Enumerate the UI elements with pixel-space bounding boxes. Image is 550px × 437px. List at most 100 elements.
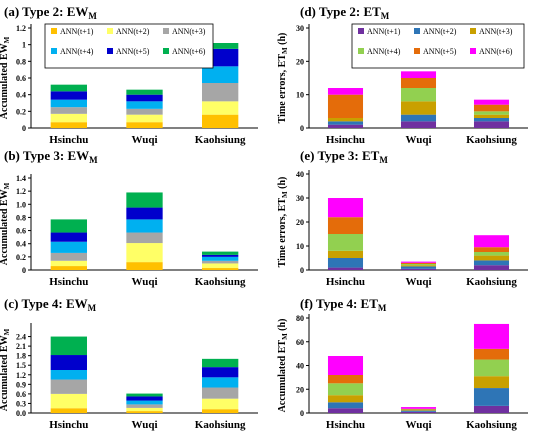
chart-title: (d) Type 2: ETM: [300, 4, 390, 21]
y-tick-label: 0: [300, 266, 304, 275]
legend-entry: ANN(t+2): [423, 27, 457, 36]
bar-segment: [202, 43, 239, 49]
chart-title-subscript: M: [381, 11, 390, 21]
y-tick-label: 0: [22, 266, 26, 275]
bar-segment: [473, 247, 510, 252]
bar-segment: [50, 408, 87, 413]
legend-swatch: [163, 28, 169, 34]
y-axis-label: Accumulated ETM (h): [277, 319, 289, 413]
bar-segment: [202, 260, 239, 264]
bar-segment: [400, 78, 437, 88]
y-tick-label: 20: [296, 385, 304, 394]
bar-segment: [473, 348, 510, 360]
y-axis-label-main: Time errors, ET: [277, 198, 288, 268]
x-tick-label: Hsinchu: [326, 276, 365, 288]
bar-segment: [400, 411, 437, 413]
x-tick-label: Hsinchu: [49, 276, 88, 288]
chart-title-subscript: M: [378, 303, 387, 313]
y-tick-label: 0.2: [16, 107, 26, 116]
legend-entry: ANN(t+6): [172, 47, 206, 56]
y-axis-label-main: Accumulated ET: [277, 340, 288, 413]
bar-segment: [327, 375, 364, 384]
chart-title-subscript: M: [379, 155, 388, 165]
legend-entry: ANN(t+4): [60, 47, 94, 56]
legend-entry: ANN(t+1): [60, 27, 94, 36]
bar-segment: [126, 396, 163, 401]
bar-segment: [50, 393, 87, 409]
bar-segment: [473, 99, 510, 105]
bar-segment: [50, 370, 87, 380]
bar-segment: [327, 267, 364, 270]
y-tick-label: 0.4: [16, 91, 26, 100]
bar-segment: [327, 250, 364, 258]
bar-segment: [50, 99, 87, 108]
bar-segment: [400, 264, 437, 266]
legend-box: [351, 23, 525, 69]
bar-segment: [202, 101, 239, 115]
y-tick-label: 80: [296, 314, 304, 323]
y-tick-label: 0.6: [16, 74, 26, 83]
bar-segment: [202, 254, 239, 257]
bar-segment: [50, 241, 87, 253]
bar-segment: [126, 192, 163, 208]
y-tick-label: 0.6: [16, 227, 26, 236]
bar-segment: [50, 355, 87, 370]
y-tick-label: 1.4: [16, 174, 26, 183]
bar-segment: [327, 383, 364, 396]
bar-segment: [400, 266, 437, 269]
x-tick-label: Kaohsiung: [466, 419, 517, 431]
bar-segment: [400, 407, 437, 409]
bar-segment: [126, 114, 163, 123]
bar-segment: [50, 232, 87, 242]
x-tick-label: Hsinchu: [49, 419, 88, 431]
y-tick-label: 0: [22, 124, 26, 133]
chart-title-main: (a) Type 2: EW: [4, 4, 88, 19]
x-tick-label: Wuqi: [405, 419, 431, 431]
bar-segment: [400, 410, 437, 412]
legend-entry: ANN(t+4): [367, 47, 401, 56]
y-axis-label-unit: (h): [277, 177, 288, 192]
y-tick-label: 0.8: [16, 213, 26, 222]
y-tick-label: 0.6: [16, 390, 26, 399]
bar-segment: [473, 252, 510, 256]
chart-title-subscript: M: [89, 155, 98, 165]
chart-title: (b) Type 3: EWM: [4, 148, 98, 165]
bar-segment: [473, 118, 510, 122]
x-tick-label: Kaohsiung: [195, 134, 246, 146]
bar-segment: [126, 400, 163, 405]
legend-swatch: [51, 28, 57, 34]
bar-segment: [400, 261, 437, 263]
y-axis-label-main: Time errors, ET: [277, 54, 288, 124]
legend-swatch: [163, 48, 169, 54]
bar-segment: [400, 408, 437, 410]
chart-title: (e) Type 3: ETM: [300, 148, 388, 165]
bar-segment: [126, 393, 163, 397]
legend-swatch: [107, 48, 113, 54]
y-axis-label-subscript: M: [281, 191, 289, 198]
legend-swatch: [358, 28, 364, 34]
bar-segment: [400, 262, 437, 264]
bar-segment: [473, 265, 510, 270]
y-axis-label-subscript: M: [281, 333, 289, 340]
bar-segment: [327, 198, 364, 218]
bar-segment: [126, 243, 163, 263]
legend-swatch: [414, 28, 420, 34]
legend: ANN(t+1) ANN(t+2) ANN(t+3) ANN(t+4) ANN(t+5)…: [351, 23, 525, 69]
y-tick-label: 0.8: [16, 57, 26, 66]
bar-segment: [327, 94, 364, 118]
y-tick-label: 1.2: [16, 24, 26, 33]
bar-segment: [327, 124, 364, 128]
legend-entry: ANN(t+2): [116, 27, 150, 36]
legend-swatch: [470, 48, 476, 54]
bar-segment: [400, 265, 437, 267]
y-tick-label: 30: [296, 194, 304, 203]
bar-segment: [327, 395, 364, 403]
bar-segment: [126, 94, 163, 102]
bar-segment: [327, 408, 364, 413]
y-tick-label: 0.9: [16, 380, 26, 389]
chart-title-main: (d) Type 2: ET: [300, 4, 381, 19]
bar-segment: [202, 114, 239, 128]
